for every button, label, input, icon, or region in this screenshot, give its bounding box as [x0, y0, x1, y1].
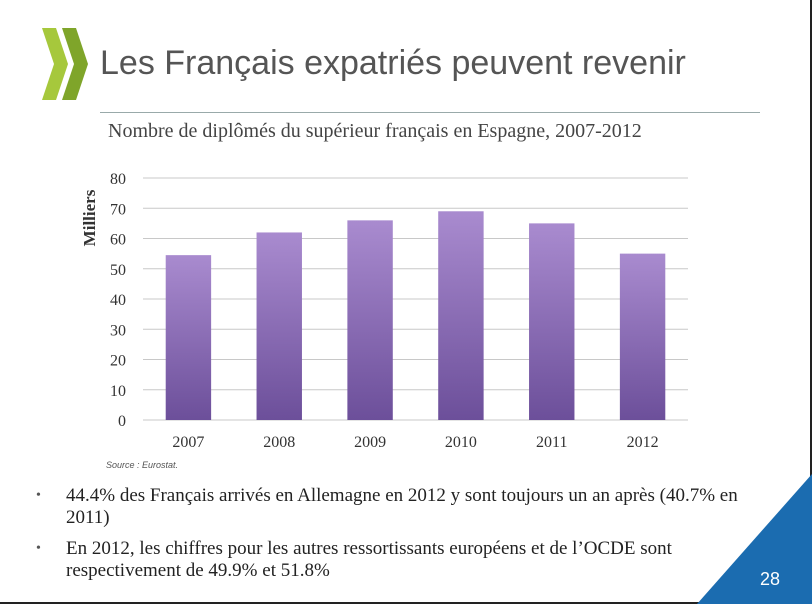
x-tick-label: 2009	[354, 434, 386, 451]
oecd-logo-icon	[42, 28, 88, 100]
bar-2010	[438, 211, 484, 420]
y-tick-label: 70	[110, 201, 126, 218]
x-tick-label: 2007	[172, 434, 204, 451]
y-tick-label: 10	[110, 383, 126, 400]
x-tick-label: 2011	[536, 434, 567, 451]
y-tick-label: 50	[110, 262, 126, 279]
title-divider	[100, 112, 760, 113]
chart-title: Nombre de diplômés du supérieur français…	[108, 120, 642, 142]
bar-2008	[256, 232, 302, 420]
x-tick-label: 2008	[263, 434, 295, 451]
y-tick-label: 60	[110, 232, 126, 249]
bullet-list: • 44.4% des Français arrivés en Allemagn…	[36, 485, 756, 591]
bar-2012	[619, 253, 666, 420]
bullet-text: En 2012, les chiffres pour les autres re…	[66, 538, 672, 581]
y-tick-label: 20	[110, 353, 126, 370]
corner-decoration	[697, 474, 812, 604]
x-tick-label: 2010	[445, 434, 477, 451]
source-note: Source : Eurostat.	[106, 460, 179, 470]
page-number: 28	[759, 569, 780, 589]
bar-chart: 0 10 20 30 40 50 60 70 80 2007 2008 2009 2010 2011 20…	[80, 171, 688, 451]
bullet-text: 44.4% des Français arrivés en Allemagne …	[66, 485, 738, 528]
bar-2007	[165, 255, 212, 420]
y-tick-label: 80	[110, 171, 126, 188]
bar-2009	[347, 220, 393, 420]
slide-title: Les Français expatriés peuvent revenir	[100, 44, 686, 82]
bullet-item: • En 2012, les chiffres pour les autres …	[36, 538, 756, 582]
y-tick-label: 30	[110, 322, 126, 339]
bullet-icon: •	[36, 488, 41, 503]
y-tick-label: 0	[118, 413, 126, 430]
bullet-icon: •	[36, 541, 41, 556]
bullet-item: • 44.4% des Français arrivés en Allemagn…	[36, 485, 756, 529]
x-tick-label: 2012	[627, 434, 659, 451]
bar-2011	[529, 223, 575, 420]
y-axis-label: Milliers	[80, 189, 99, 246]
y-tick-label: 40	[110, 292, 126, 309]
